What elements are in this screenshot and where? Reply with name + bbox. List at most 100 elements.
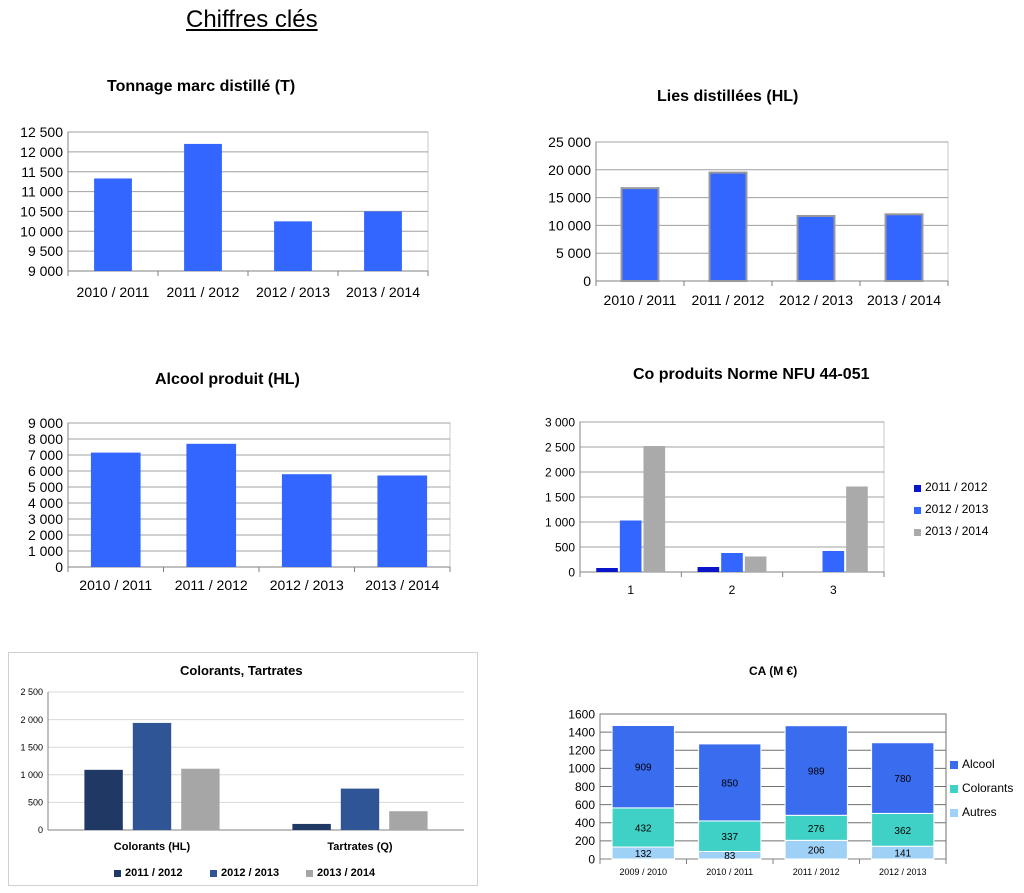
data-label: 206 bbox=[808, 846, 825, 857]
x-category-label: 2010 / 2011 bbox=[604, 292, 677, 308]
bar bbox=[721, 553, 743, 572]
x-category-label: 2 bbox=[729, 583, 736, 597]
y-tick-label: 1200 bbox=[568, 744, 595, 758]
legend-swatch bbox=[950, 761, 958, 769]
chart-title-colorants: Colorants, Tartrates bbox=[180, 663, 303, 678]
bar bbox=[292, 823, 331, 830]
legend-label: 2011 / 2012 bbox=[125, 867, 183, 879]
chart-coproduits: 0 500 1 000 1 500 2 000 2 500 3 000 1 2 3 2011 / 2… bbox=[545, 415, 989, 597]
bar bbox=[697, 567, 720, 572]
chart-colorants: 0 500 1 000 1 500 2 000 2 500 Colorants (HL) Ta… bbox=[20, 687, 464, 879]
chart-title-ca: CA (M €) bbox=[749, 664, 798, 678]
bar-segment bbox=[698, 743, 762, 822]
legend-label: Alcool bbox=[962, 757, 995, 771]
bar bbox=[184, 143, 222, 271]
data-label: 276 bbox=[808, 824, 825, 835]
bar bbox=[364, 211, 402, 271]
bar-segment bbox=[611, 725, 675, 809]
x-category-label: 2013 / 2014 bbox=[365, 577, 439, 593]
bar bbox=[708, 171, 748, 282]
y-tick-label: 600 bbox=[575, 798, 595, 812]
y-tick-label: 10 000 bbox=[548, 217, 591, 233]
legend-swatch bbox=[114, 870, 121, 877]
x-category-label: 2012 / 2013 bbox=[779, 292, 853, 308]
x-category-label: 2013 / 2014 bbox=[346, 284, 420, 300]
y-tick-label: 8 000 bbox=[28, 431, 63, 447]
bar bbox=[186, 443, 237, 567]
chart-title-lies: Lies distillées (HL) bbox=[657, 88, 799, 105]
bar bbox=[846, 486, 868, 572]
y-tick-label: 9 000 bbox=[28, 415, 63, 431]
bar bbox=[822, 551, 845, 572]
y-tick-label: 2 500 bbox=[20, 687, 43, 697]
bar bbox=[389, 811, 428, 830]
y-tick-label: 12 000 bbox=[20, 144, 63, 160]
x-category-label: 2012 / 2013 bbox=[270, 577, 344, 593]
x-category-label: 2010 / 2011 bbox=[706, 867, 753, 877]
chart-tonnage: 9 000 9 500 10 000 10 500 11 000 11 500 12 000… bbox=[20, 124, 429, 300]
x-category-label: 2010 / 2011 bbox=[77, 284, 150, 300]
y-tick-label: 7 000 bbox=[28, 447, 63, 463]
y-tick-label: 500 bbox=[555, 540, 575, 554]
legend-label: Colorants bbox=[962, 781, 1013, 795]
y-tick-label: 5 000 bbox=[28, 479, 63, 495]
x-category-label: 2011 / 2012 bbox=[692, 292, 765, 308]
bar bbox=[377, 475, 428, 567]
x-category-label: 2012 / 2013 bbox=[879, 867, 927, 877]
y-tick-label: 0 bbox=[588, 852, 595, 866]
y-tick-label: 25 000 bbox=[548, 134, 591, 150]
y-tick-label: 1000 bbox=[568, 762, 595, 776]
bar bbox=[274, 221, 312, 271]
legend-swatch bbox=[950, 785, 958, 793]
chart-title-alcool: Alcool produit (HL) bbox=[155, 371, 300, 388]
legend-label: 2013 / 2014 bbox=[317, 867, 376, 879]
x-category-label: 2011 / 2012 bbox=[167, 284, 240, 300]
y-tick-label: 1 000 bbox=[545, 515, 575, 529]
y-tick-label: 6 000 bbox=[28, 463, 63, 479]
page-title: Chiffres clés bbox=[186, 6, 318, 33]
data-label: 909 bbox=[635, 763, 652, 774]
bar bbox=[620, 187, 660, 282]
y-tick-label: 500 bbox=[28, 798, 43, 808]
y-tick-label: 10 500 bbox=[20, 203, 63, 219]
bar bbox=[643, 446, 666, 572]
y-tick-label: 1 000 bbox=[20, 770, 43, 780]
legend-swatch bbox=[306, 870, 313, 877]
data-label: 141 bbox=[894, 849, 911, 860]
legend-label: 2012 / 2013 bbox=[221, 867, 279, 879]
y-tick-label: 1 500 bbox=[20, 742, 43, 752]
y-tick-label: 12 500 bbox=[20, 124, 63, 140]
y-tick-label: 11 500 bbox=[21, 164, 63, 180]
y-tick-label: 3 000 bbox=[28, 511, 63, 527]
legend-swatch bbox=[914, 485, 921, 492]
data-label: 780 bbox=[894, 774, 911, 785]
y-tick-label: 1 500 bbox=[545, 490, 575, 504]
chart-frame-colorants bbox=[8, 652, 478, 886]
bar bbox=[90, 452, 141, 567]
y-tick-label: 15 000 bbox=[548, 190, 591, 206]
chart-ca: 0 200 400 600 800 1000 1200 1400 1600 2009 / 2010… bbox=[568, 707, 1013, 877]
bar bbox=[619, 520, 642, 572]
y-tick-label: 1600 bbox=[568, 707, 595, 721]
y-tick-label: 10 000 bbox=[20, 223, 63, 239]
y-tick-label: 0 bbox=[583, 273, 591, 289]
x-category-label: 2011 / 2012 bbox=[175, 577, 248, 593]
y-tick-label: 400 bbox=[575, 816, 595, 830]
chart-title-coproduits: Co produits Norme NFU 44-051 bbox=[633, 366, 870, 383]
data-label: 83 bbox=[724, 851, 736, 862]
legend-swatch bbox=[914, 529, 921, 536]
y-tick-label: 4 000 bbox=[28, 495, 63, 511]
y-tick-label: 800 bbox=[575, 780, 595, 794]
x-category-label: 2011 / 2012 bbox=[793, 867, 840, 877]
x-category-label: 2009 / 2010 bbox=[619, 867, 667, 877]
x-category-label: 2013 / 2014 bbox=[867, 292, 941, 308]
bar bbox=[340, 788, 380, 830]
bar bbox=[94, 178, 132, 271]
data-label: 989 bbox=[808, 767, 825, 778]
bar bbox=[281, 474, 332, 567]
data-label: 432 bbox=[635, 823, 652, 834]
bar-segment bbox=[784, 814, 848, 841]
y-tick-label: 200 bbox=[575, 834, 595, 848]
bar bbox=[84, 769, 123, 830]
